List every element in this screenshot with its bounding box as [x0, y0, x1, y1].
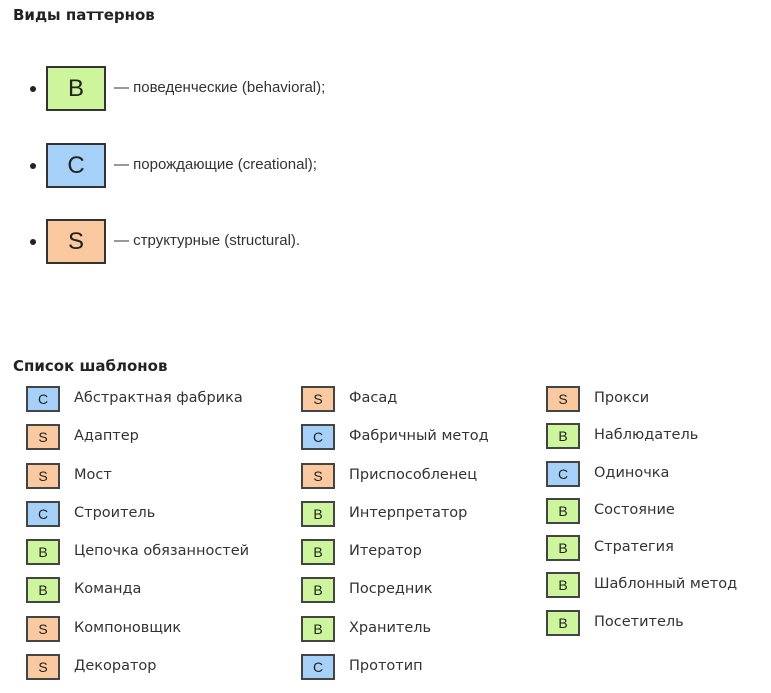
pattern-item: S Фасад: [301, 386, 541, 424]
pattern-type-badge: B: [26, 539, 60, 566]
pattern-item: B Итератор: [301, 539, 541, 577]
pattern-column-1: C Абстрактная фабрика S Адаптер S Мост C Строит…: [26, 386, 266, 692]
pattern-type-badge: C: [26, 500, 60, 527]
type-badge: B: [46, 66, 106, 111]
pattern-list-heading: Список шаблонов: [13, 357, 168, 375]
type-description: — поведенческие (behavioral);: [114, 79, 326, 96]
pattern-name: Хранитель: [349, 619, 432, 636]
pattern-name: Посетитель: [594, 613, 684, 630]
pattern-item: B Состояние: [546, 497, 771, 535]
pattern-type-badge: B: [301, 500, 335, 527]
pattern-item: B Стратегия: [546, 535, 771, 572]
type-badge: S: [46, 219, 106, 264]
pattern-item: S Мост: [26, 462, 266, 501]
pattern-column-3: S Прокси B Наблюдатель C Одиночка B Состояние B С…: [546, 386, 771, 647]
pattern-type-badge: B: [301, 539, 335, 566]
pattern-name: Фасад: [349, 390, 398, 406]
pattern-name: Приспособленец: [349, 466, 478, 483]
pattern-type-badge: S: [301, 462, 335, 489]
pattern-item: C Фабричный метод: [301, 424, 541, 462]
pattern-type-badge: C: [301, 424, 335, 451]
pattern-name: Стратегия: [594, 539, 674, 556]
pattern-item: B Посетитель: [546, 609, 771, 647]
pattern-type-badge: S: [26, 615, 60, 642]
pattern-name: Интерпретатор: [349, 504, 468, 521]
pattern-types-list: B — поведенческие (behavioral); C — поро…: [0, 0, 771, 300]
pattern-name: Прототип: [349, 658, 423, 675]
pattern-types-heading: Виды паттернов: [13, 6, 155, 24]
pattern-name: Адаптер: [74, 428, 139, 445]
pattern-item: B Посредник: [301, 577, 541, 615]
pattern-item: B Цепочка обязанностей: [26, 539, 266, 577]
pattern-item: B Команда: [26, 577, 266, 615]
pattern-name: Фабричный метод: [349, 428, 489, 445]
type-description: — порождающие (creational);: [114, 156, 317, 173]
pattern-type-badge: C: [546, 460, 580, 487]
bullet-icon: [30, 239, 36, 245]
pattern-item: B Наблюдатель: [546, 423, 771, 460]
type-description: — структурные (structural).: [114, 232, 301, 249]
pattern-item: S Декоратор: [26, 654, 266, 692]
pattern-name: Команда: [74, 581, 142, 598]
pattern-item: S Приспособленец: [301, 462, 541, 501]
pattern-name: Одиночка: [594, 464, 670, 481]
pattern-type-badge: S: [546, 386, 580, 412]
pattern-item: C Прототип: [301, 654, 541, 692]
pattern-name: Шаблонный метод: [594, 576, 738, 593]
pattern-name: Абстрактная фабрика: [74, 390, 243, 406]
pattern-type-badge: C: [26, 386, 60, 412]
pattern-item: S Прокси: [546, 386, 771, 423]
bullet-icon: [30, 86, 36, 92]
pattern-item: C Строитель: [26, 500, 266, 539]
pattern-item: B Шаблонный метод: [546, 572, 771, 609]
pattern-item: S Адаптер: [26, 424, 266, 462]
pattern-name: Компоновщик: [74, 619, 182, 636]
pattern-name: Прокси: [594, 390, 650, 406]
pattern-type-badge: B: [301, 615, 335, 642]
pattern-item: S Компоновщик: [26, 615, 266, 654]
pattern-type-badge: B: [546, 572, 580, 599]
pattern-name: Посредник: [349, 581, 433, 598]
pattern-item: B Хранитель: [301, 615, 541, 654]
pattern-type-badge: B: [546, 497, 580, 524]
pattern-type-badge: B: [26, 577, 60, 604]
pattern-name: Состояние: [594, 501, 675, 518]
bullet-icon: [30, 163, 36, 169]
pattern-type-badge: C: [301, 654, 335, 681]
type-badge: C: [46, 143, 106, 188]
pattern-name: Декоратор: [74, 658, 157, 675]
pattern-type-badge: B: [546, 609, 580, 636]
pattern-column-2: S Фасад C Фабричный метод S Приспособленец B Ин…: [301, 386, 541, 692]
pattern-name: Итератор: [349, 543, 422, 560]
pattern-name: Наблюдатель: [594, 427, 699, 444]
pattern-type-badge: S: [26, 654, 60, 681]
pattern-type-badge: S: [26, 424, 60, 451]
pattern-type-badge: B: [546, 535, 580, 562]
pattern-type-badge: B: [546, 423, 580, 450]
pattern-item: B Интерпретатор: [301, 500, 541, 539]
pattern-name: Цепочка обязанностей: [74, 543, 250, 560]
pattern-name: Мост: [74, 466, 112, 483]
pattern-type-badge: S: [301, 386, 335, 412]
pattern-type-badge: S: [26, 462, 60, 489]
pattern-name: Строитель: [74, 504, 156, 521]
pattern-type-badge: B: [301, 577, 335, 604]
pattern-item: C Одиночка: [546, 460, 771, 498]
pattern-item: C Абстрактная фабрика: [26, 386, 266, 424]
